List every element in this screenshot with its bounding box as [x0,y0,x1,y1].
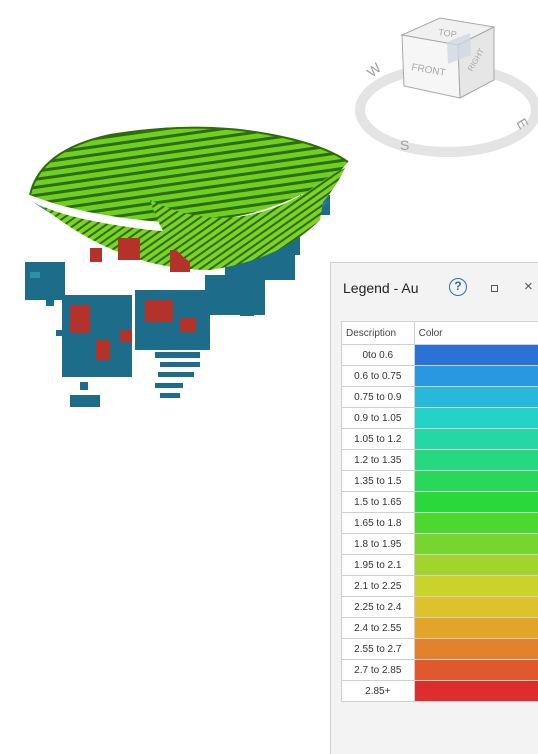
legend-row-color-swatch [413,365,538,387]
legend-panel: Legend - Au ? × Description Color 0to 0.… [330,262,538,754]
legend-row-color-swatch [413,428,538,450]
navigation-cube[interactable]: W S E TOP FRONT RIGHT [355,17,538,157]
legend-row-description: 1.65 to 1.8 [341,512,415,534]
legend-row[interactable]: 1.35 to 1.5 [341,470,538,492]
legend-row[interactable]: 0to 0.6 [341,344,538,366]
legend-row-description: 1.5 to 1.65 [341,491,415,513]
legend-row-color-swatch [413,575,538,597]
legend-table-header: Description Color [341,321,538,345]
legend-row[interactable]: 2.25 to 2.4 [341,596,538,618]
legend-row-color-swatch [413,512,538,534]
legend-row-description: 1.8 to 1.95 [341,533,415,555]
legend-row[interactable]: 1.2 to 1.35 [341,449,538,471]
legend-row[interactable]: 2.55 to 2.7 [341,638,538,660]
legend-row[interactable]: 2.7 to 2.85 [341,659,538,681]
legend-row[interactable]: 1.5 to 1.65 [341,491,538,513]
legend-row-description: 2.25 to 2.4 [341,596,415,618]
legend-row-description: 2.55 to 2.7 [341,638,415,660]
legend-row-description: 2.4 to 2.55 [341,617,415,639]
legend-row-color-swatch [413,386,538,408]
close-icon[interactable]: × [524,278,533,295]
legend-row[interactable]: 0.75 to 0.9 [341,386,538,408]
legend-row-color-swatch [413,659,538,681]
legend-row-description: 0.75 to 0.9 [341,386,415,408]
legend-row-description: 1.05 to 1.2 [341,428,415,450]
compass-s-label[interactable]: S [400,137,409,153]
legend-row[interactable]: 0.9 to 1.05 [341,407,538,429]
legend-row[interactable]: 2.85+ [341,680,538,702]
block-model [25,126,349,407]
legend-header: Legend - Au ? × [331,263,538,313]
legend-row[interactable]: 1.95 to 2.1 [341,554,538,576]
legend-row-description: 2.1 to 2.25 [341,575,415,597]
legend-row-color-swatch [413,533,538,555]
legend-row[interactable]: 2.1 to 2.25 [341,575,538,597]
legend-row-color-swatch [413,407,538,429]
legend-row-color-swatch [413,449,538,471]
legend-table: Description Color 0to 0.6 0.6 to 0.75 0.75… [341,321,538,702]
description-column-header[interactable]: Description [341,321,415,345]
legend-row-description: 1.35 to 1.5 [341,470,415,492]
legend-row-color-swatch [413,596,538,618]
legend-row-description: 0to 0.6 [341,344,415,366]
cube-highlight [447,33,471,64]
legend-row-description: 0.6 to 0.75 [341,365,415,387]
cube-top-label: TOP [438,27,458,39]
legend-row-color-swatch [413,470,538,492]
legend-row-description: 2.85+ [341,680,415,702]
legend-row-description: 2.7 to 2.85 [341,659,415,681]
maximize-icon[interactable] [491,285,498,292]
legend-row[interactable]: 1.05 to 1.2 [341,428,538,450]
legend-row-color-swatch [413,491,538,513]
block-model-pit-shell [29,126,349,270]
legend-row-description: 1.95 to 2.1 [341,554,415,576]
legend-row[interactable]: 2.4 to 2.55 [341,617,538,639]
legend-row[interactable]: 0.6 to 0.75 [341,365,538,387]
legend-row-color-swatch [413,554,538,576]
legend-row-description: 1.2 to 1.35 [341,449,415,471]
help-icon[interactable]: ? [449,278,467,296]
legend-row-color-swatch [413,638,538,660]
legend-row-description: 0.9 to 1.05 [341,407,415,429]
legend-row[interactable]: 1.65 to 1.8 [341,512,538,534]
legend-row-color-swatch [413,344,538,366]
legend-title: Legend - Au [343,280,419,296]
legend-row-color-swatch [413,617,538,639]
color-column-header[interactable]: Color [413,321,538,345]
legend-row[interactable]: 1.8 to 1.95 [341,533,538,555]
legend-row-color-swatch [413,680,538,702]
